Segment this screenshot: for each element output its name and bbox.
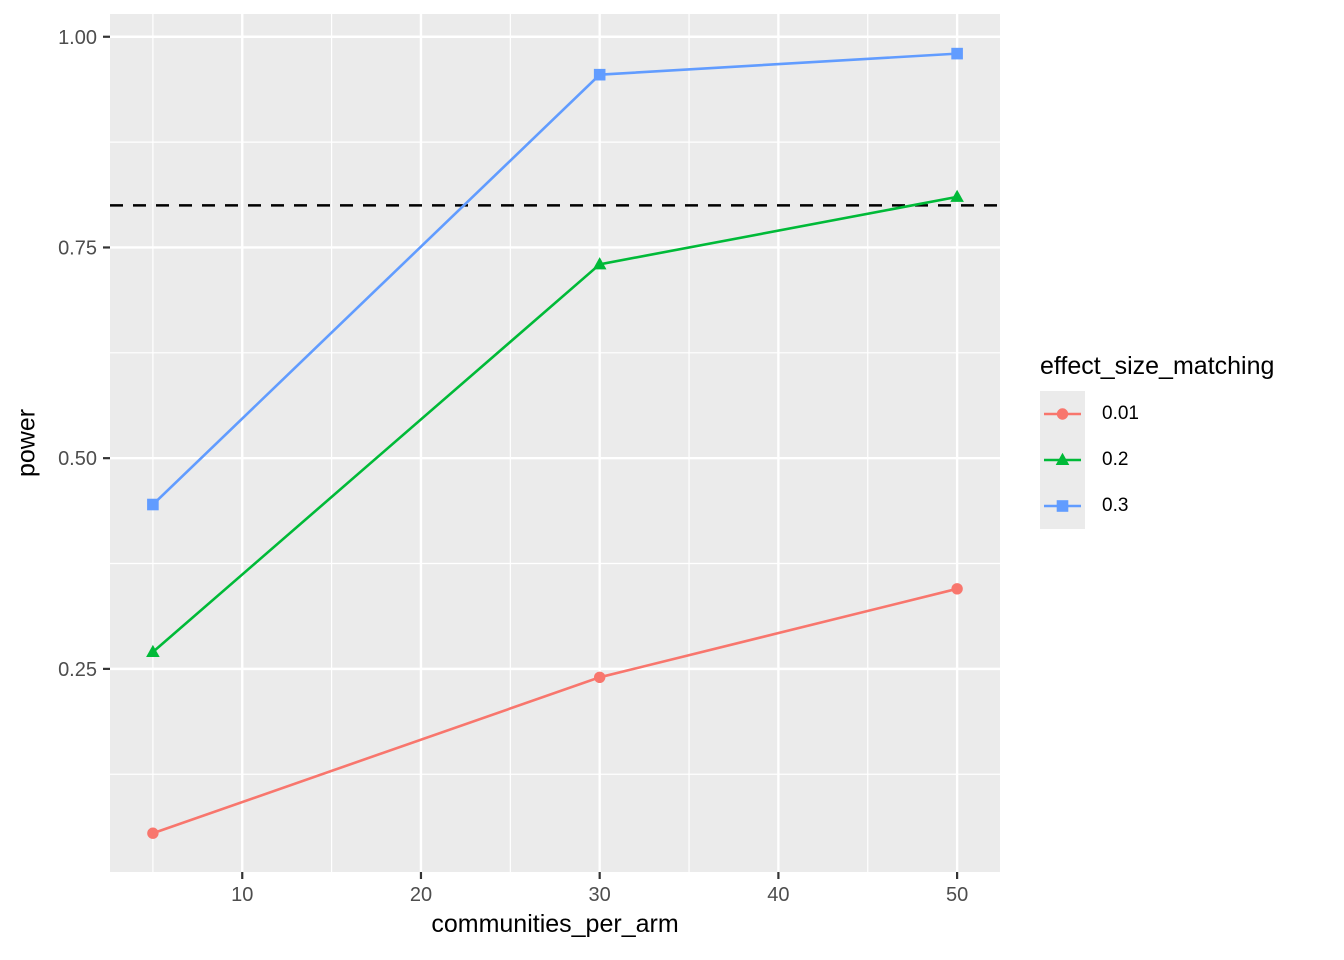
legend-item: 0.01 xyxy=(1040,391,1274,437)
y-tick-label: 0.75 xyxy=(58,237,97,259)
legend-item: 0.2 xyxy=(1040,437,1274,483)
data-point-0.01 xyxy=(951,583,963,595)
data-point-0.2 xyxy=(592,257,607,270)
data-point-0.01 xyxy=(147,827,159,839)
x-axis-title: communities_per_arm xyxy=(431,910,679,938)
plot-panel xyxy=(110,14,1000,872)
legend-item-label: 0.2 xyxy=(1102,449,1129,470)
legend-key-triangle-icon xyxy=(1040,437,1085,483)
data-point-0.01 xyxy=(593,671,606,684)
legend: effect_size_matching 0.01 0.2 0.3 xyxy=(1040,352,1274,529)
y-axis-title: power xyxy=(12,408,41,478)
data-point-0.2 xyxy=(146,644,160,658)
data-point-0.3 xyxy=(147,498,159,511)
data-point-0.3 xyxy=(951,47,963,60)
x-tick-label: 40 xyxy=(767,884,789,906)
legend-key-circle-icon xyxy=(1040,391,1085,437)
x-tick-label: 20 xyxy=(410,884,432,906)
y-tick-label: 0.25 xyxy=(58,659,97,681)
x-tick-label: 30 xyxy=(589,884,611,906)
legend-key-square-icon xyxy=(1040,483,1085,529)
data-point-0.2 xyxy=(950,189,964,202)
y-tick-label: 0.50 xyxy=(58,448,97,470)
legend-item-label: 0.3 xyxy=(1102,495,1129,516)
y-tick-label: 1.00 xyxy=(58,27,97,49)
x-tick-label: 50 xyxy=(946,884,968,906)
legend-item-label: 0.01 xyxy=(1102,403,1139,424)
legend-item: 0.3 xyxy=(1040,483,1274,529)
legend-items: 0.01 0.2 0.3 xyxy=(1040,391,1274,529)
x-tick-label: 10 xyxy=(231,884,253,906)
legend-title: effect_size_matching xyxy=(1040,352,1275,380)
data-point-0.3 xyxy=(593,68,606,81)
